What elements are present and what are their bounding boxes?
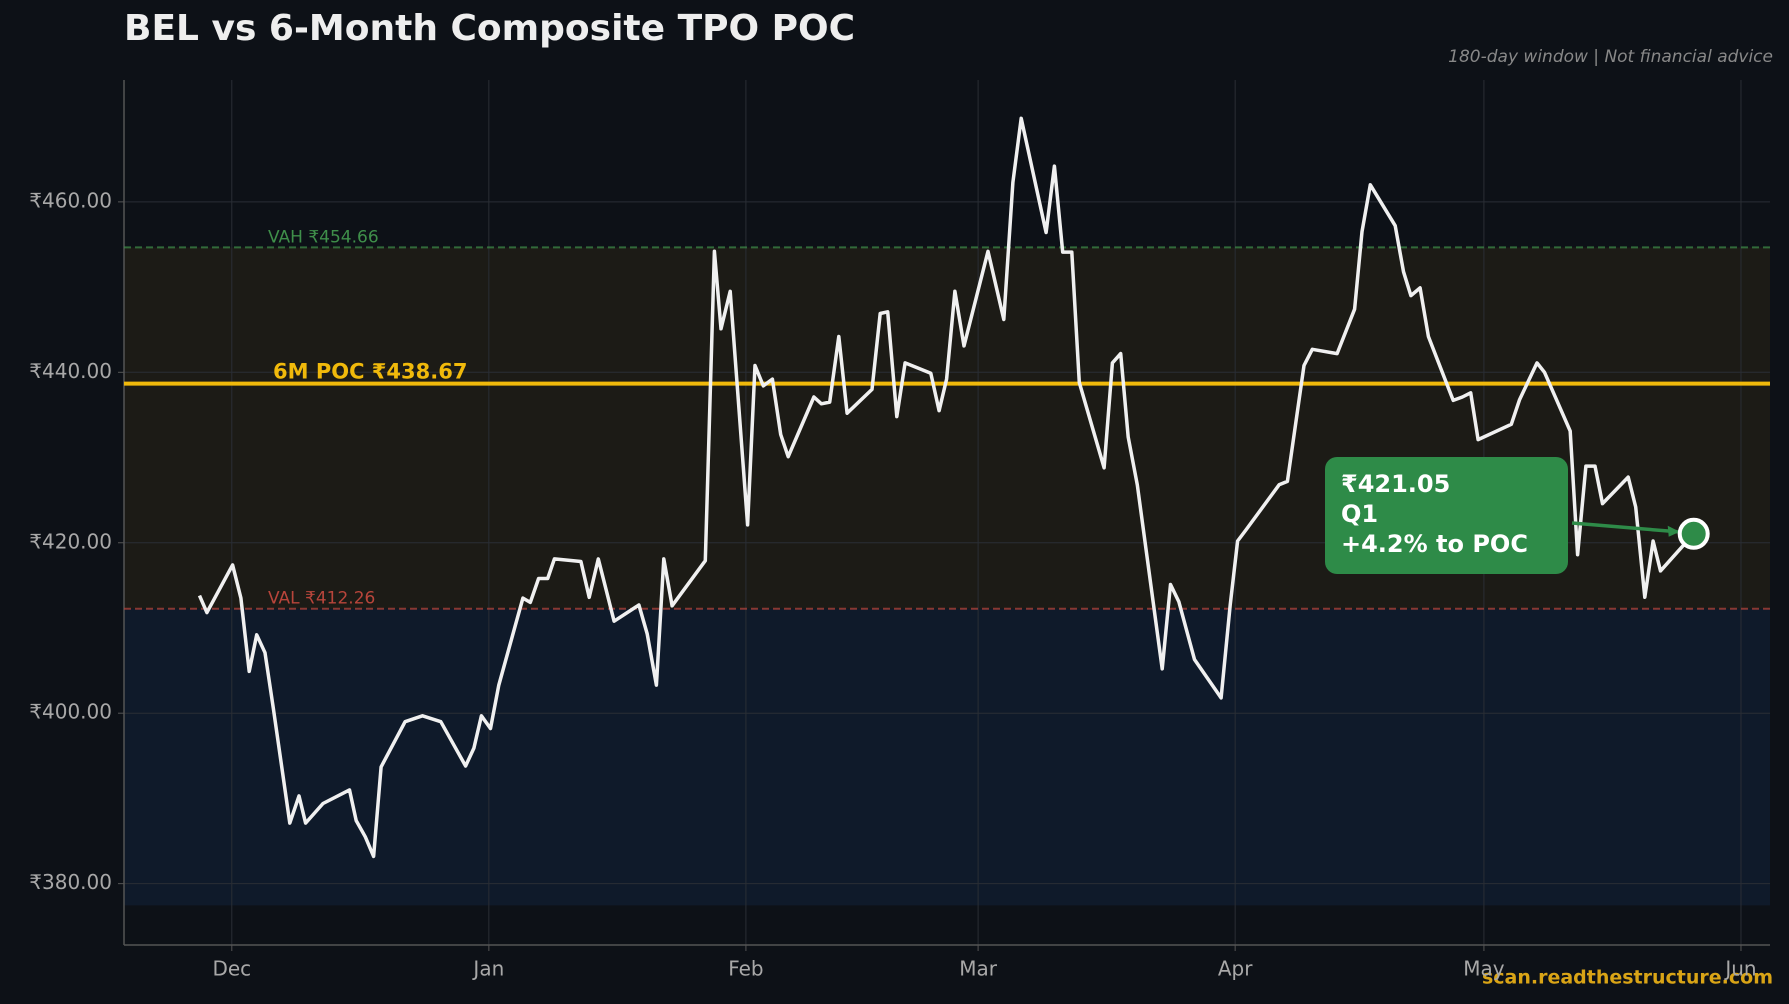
x-tick-label: Apr: [1218, 957, 1253, 981]
annotation-box: [1325, 457, 1568, 574]
y-tick-label: ₹460.00: [29, 188, 112, 212]
vah-label: VAH ₹454.66: [268, 227, 379, 247]
annotation-arrow: [1571, 521, 1678, 534]
y-tick-label: ₹440.00: [29, 359, 112, 383]
watermark: scan.readthestructure.com: [1482, 967, 1773, 989]
y-tick-label: ₹420.00: [29, 529, 112, 553]
annotation-text: ₹421.05: [1341, 470, 1450, 498]
val-label: VAL ₹412.26: [268, 589, 375, 609]
price-line: [197, 116, 1696, 859]
chart-title: BEL vs 6-Month Composite TPO POC: [124, 8, 855, 49]
lower-band: [124, 608, 1770, 906]
x-tick-label: Jun: [1723, 957, 1756, 981]
x-tick-label: Feb: [728, 957, 763, 981]
annotation-text: +4.2% to POC: [1341, 530, 1528, 558]
x-tick-label: Mar: [959, 957, 998, 981]
x-tick-label: Jan: [471, 957, 504, 981]
poc-label: 6M POC ₹438.67: [273, 360, 467, 384]
last-point: [1677, 517, 1710, 550]
subtitle: 180-day window | Not financial advice: [1448, 47, 1773, 67]
annotation-text: Q1: [1341, 500, 1378, 528]
y-tick-label: ₹380.00: [29, 870, 112, 894]
x-tick-label: May: [1463, 957, 1505, 981]
x-tick-label: Dec: [212, 957, 251, 981]
y-tick-label: ₹400.00: [29, 700, 112, 724]
arrow-head: [1667, 525, 1680, 537]
